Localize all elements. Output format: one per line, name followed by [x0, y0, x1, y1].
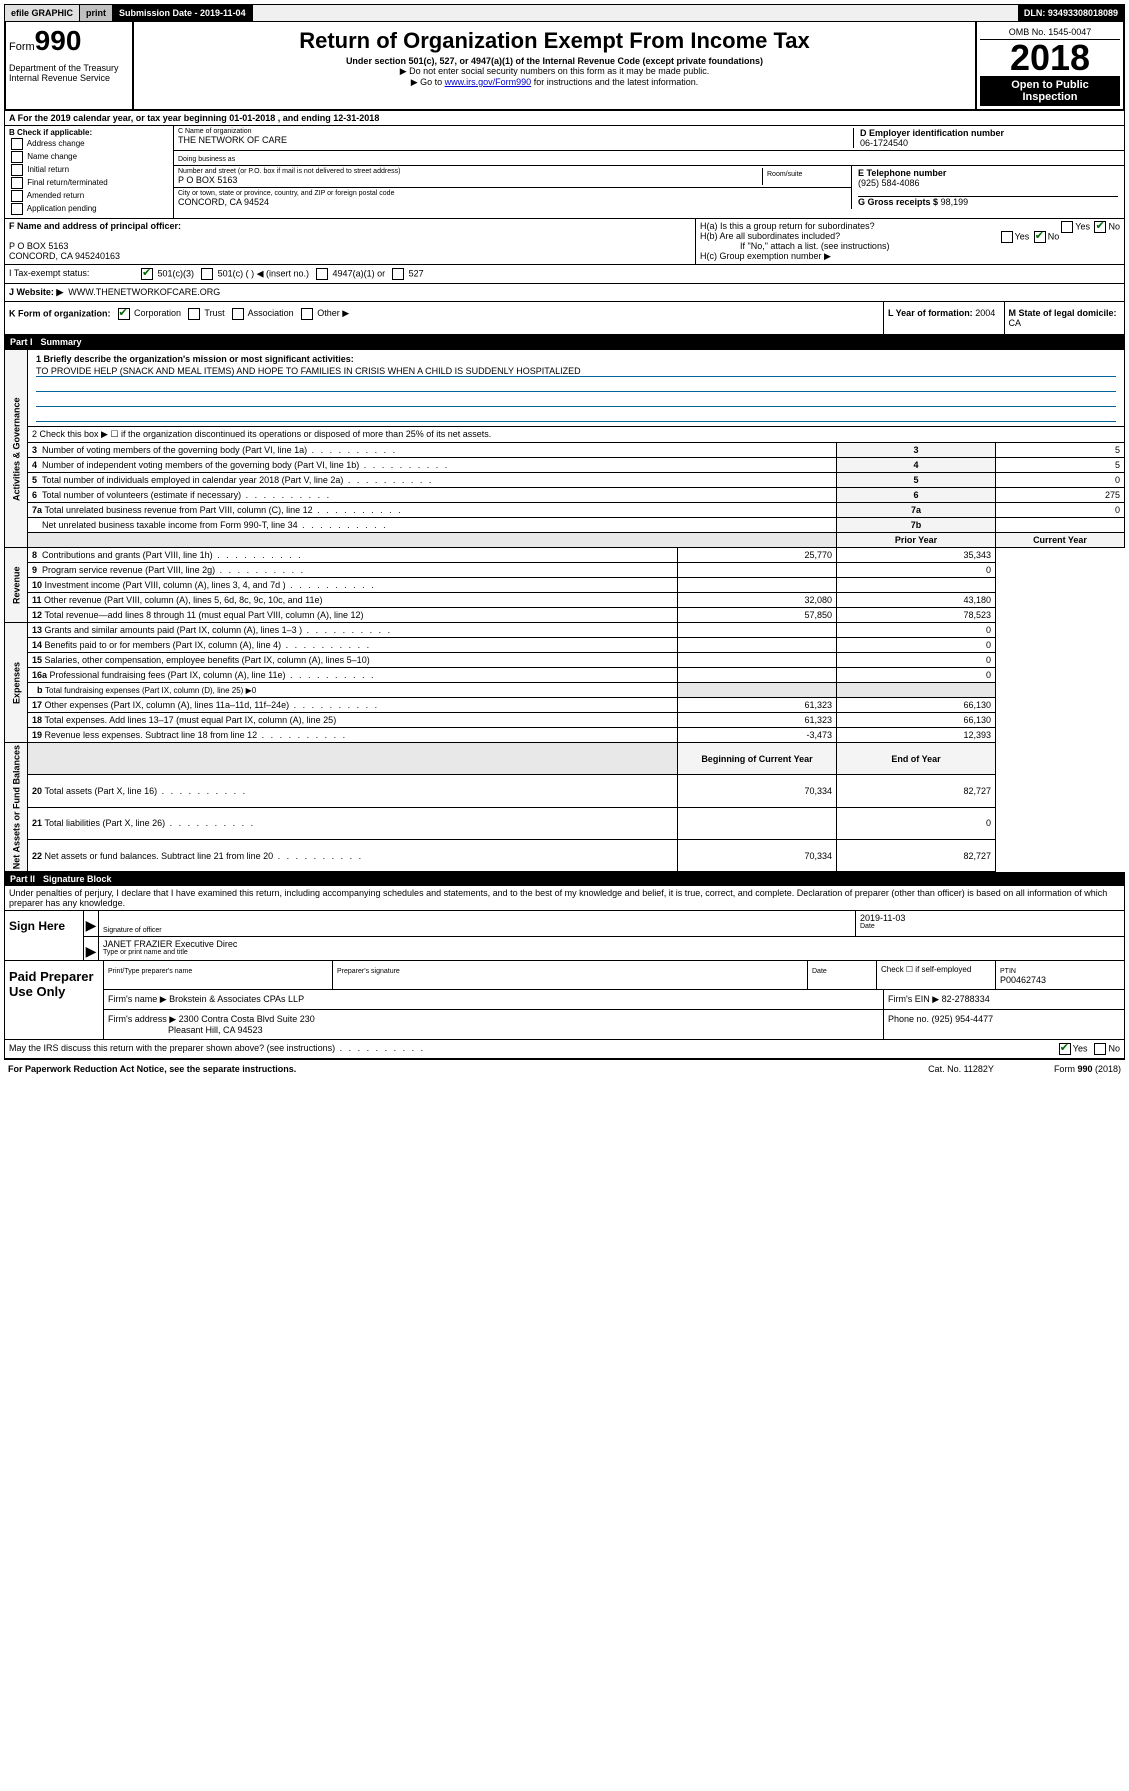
city-value: CONCORD, CA 94524	[178, 197, 847, 207]
form-header: Form990 Department of the Treasury Inter…	[4, 22, 1125, 111]
website-value: WWW.THENETWORKOFCARE.ORG	[68, 287, 220, 298]
discuss-yes[interactable]	[1059, 1043, 1071, 1055]
gross-value: 98,199	[941, 197, 969, 207]
check-corp[interactable]: Corporation	[116, 308, 182, 318]
part-2-header: Part II Signature Block	[4, 872, 1125, 886]
section-f: F Name and address of principal officer:…	[5, 219, 696, 264]
addr-label: Number and street (or P.O. box if mail i…	[178, 168, 762, 175]
discuss-no[interactable]	[1094, 1043, 1106, 1055]
section-fh: F Name and address of principal officer:…	[4, 219, 1125, 265]
declaration: Under penalties of perjury, I declare th…	[4, 886, 1125, 911]
row-k: K Form of organization: Corporation Trus…	[4, 302, 1125, 335]
sig-name: JANET FRAZIER Executive Direc	[103, 939, 1120, 949]
mission-block: 1 Briefly describe the organization's mi…	[32, 352, 1120, 424]
gov-row-7b: Net unrelated business taxable income fr…	[5, 518, 1125, 533]
form-org-label: K Form of organization:	[9, 308, 111, 318]
section-h: H(a) Is this a group return for subordin…	[696, 219, 1124, 264]
addr-value: P O BOX 5163	[178, 175, 762, 185]
gov-row-4: 4 Number of independent voting members o…	[5, 458, 1125, 473]
check-name-change[interactable]: Name change	[9, 151, 169, 163]
sign-here-label: Sign Here	[5, 911, 84, 960]
sig-date-label: Date	[860, 923, 1120, 930]
check-other[interactable]: Other ▶	[299, 308, 349, 318]
print-button[interactable]: print	[80, 5, 113, 21]
city-label: City or town, state or province, country…	[178, 190, 847, 197]
row-i: I Tax-exempt status: 501(c)(3) 501(c) ( …	[4, 265, 1125, 284]
form-number: Form990	[9, 25, 129, 57]
footer-left: For Paperwork Reduction Act Notice, see …	[8, 1064, 296, 1074]
dln: DLN: 93493308018089	[1018, 5, 1124, 21]
ein-value: 06-1724540	[860, 138, 908, 148]
ein-label: D Employer identification number	[860, 128, 1004, 138]
tax-year: 2018	[980, 40, 1120, 76]
check-final-return[interactable]: Final return/terminated	[9, 177, 169, 189]
gov-row-7a: 7a Total unrelated business revenue from…	[5, 503, 1125, 518]
footer-right: Form 990 (2018)	[1054, 1064, 1121, 1074]
discuss-row: May the IRS discuss this return with the…	[4, 1040, 1125, 1059]
check-application-pending[interactable]: Application pending	[9, 203, 169, 215]
org-name-label: C Name of organization	[178, 128, 849, 135]
part-1-table: Activities & Governance 1 Briefly descri…	[4, 349, 1125, 872]
phone-value: (925) 584-4086	[858, 178, 920, 188]
side-revenue: Revenue	[5, 548, 28, 623]
check-assoc[interactable]: Association	[230, 308, 294, 318]
top-bar: efile GRAPHIC print Submission Date - 20…	[4, 4, 1125, 22]
subtitle-1: Under section 501(c), 527, or 4947(a)(1)…	[138, 56, 971, 66]
subtitle-2: ▶ Do not enter social security numbers o…	[138, 66, 971, 77]
org-name: THE NETWORK OF CARE	[178, 135, 849, 145]
check-trust[interactable]: Trust	[186, 308, 225, 318]
header-center: Return of Organization Exempt From Incom…	[134, 22, 977, 109]
line-2: 2 Check this box ▶ ☐ if the organization…	[28, 427, 1125, 443]
gross-label: G Gross receipts $	[858, 197, 938, 207]
arrow-icon: ▶	[84, 937, 99, 960]
subtitle-3: ▶ Go to www.irs.gov/Form990 for instruct…	[138, 77, 971, 88]
check-amended[interactable]: Amended return	[9, 190, 169, 202]
section-cd: C Name of organization THE NETWORK OF CA…	[174, 126, 1124, 218]
section-b: B Check if applicable: Address change Na…	[5, 126, 174, 218]
sig-officer-label: Signature of officer	[103, 927, 851, 934]
side-governance: Activities & Governance	[5, 350, 28, 548]
header-left: Form990 Department of the Treasury Inter…	[6, 22, 134, 109]
part-1-header: Part I Summary	[4, 335, 1125, 349]
tax-exempt-label: I Tax-exempt status:	[9, 268, 139, 280]
form-title: Return of Organization Exempt From Incom…	[138, 28, 971, 54]
gov-row-6: 6 Total number of volunteers (estimate i…	[5, 488, 1125, 503]
preparer-block: Paid Preparer Use Only Print/Type prepar…	[4, 961, 1125, 1040]
side-netassets: Net Assets or Fund Balances	[5, 743, 28, 872]
arrow-icon: ▶	[84, 911, 99, 936]
sig-name-label: Type or print name and title	[103, 949, 1120, 956]
header-right: OMB No. 1545-0047 2018 Open to Public In…	[977, 22, 1123, 109]
check-501c3[interactable]: 501(c)(3)	[139, 268, 194, 280]
open-inspection: Open to Public Inspection	[980, 76, 1120, 106]
sign-block: Sign Here ▶ Signature of officer 2019-11…	[4, 911, 1125, 961]
section-b-label: B Check if applicable:	[9, 128, 92, 137]
check-initial-return[interactable]: Initial return	[9, 164, 169, 176]
check-501c[interactable]: 501(c) ( ) ◀ (insert no.)	[199, 268, 309, 280]
gov-row-3: 3 Number of voting members of the govern…	[5, 443, 1125, 458]
row-a: A For the 2019 calendar year, or tax yea…	[4, 111, 1125, 126]
row-j: J Website: ▶ WWW.THENETWORKOFCARE.ORG	[4, 284, 1125, 302]
side-expenses: Expenses	[5, 623, 28, 743]
submission-date: Submission Date - 2019-11-04	[113, 5, 253, 21]
phone-label: E Telephone number	[858, 168, 946, 178]
sig-date: 2019-11-03	[860, 913, 1120, 923]
check-527[interactable]: 527	[390, 268, 424, 280]
section-bcdeg: B Check if applicable: Address change Na…	[4, 126, 1125, 219]
website-label: J Website: ▶	[9, 287, 63, 298]
footer-mid: Cat. No. 11282Y	[928, 1064, 994, 1074]
footer: For Paperwork Reduction Act Notice, see …	[4, 1059, 1125, 1078]
dba-label: Doing business as	[178, 156, 235, 163]
room-label: Room/suite	[767, 171, 802, 178]
check-4947[interactable]: 4947(a)(1) or	[314, 268, 385, 280]
preparer-label: Paid Preparer Use Only	[5, 961, 104, 1039]
department: Department of the Treasury Internal Reve…	[9, 63, 129, 83]
check-address-change[interactable]: Address change	[9, 138, 169, 150]
mission-text: TO PROVIDE HELP (SNACK AND MEAL ITEMS) A…	[36, 366, 1116, 377]
gov-row-5: 5 Total number of individuals employed i…	[5, 473, 1125, 488]
efile-label: efile GRAPHIC	[5, 5, 80, 21]
irs-link[interactable]: www.irs.gov/Form990	[445, 77, 532, 87]
